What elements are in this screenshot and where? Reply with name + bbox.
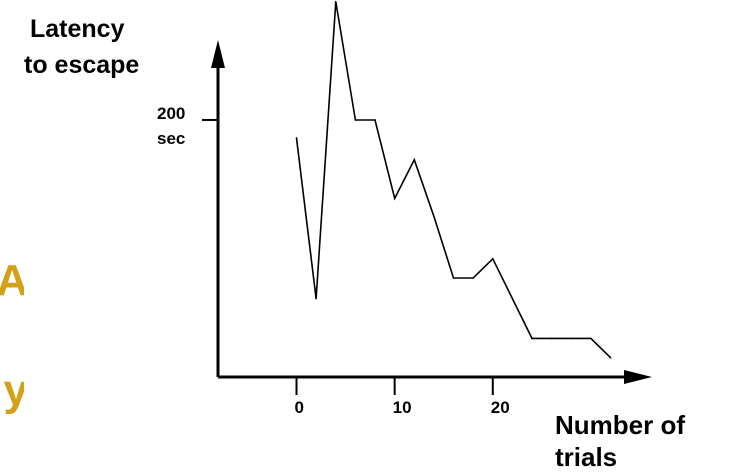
data-point (511, 297, 514, 300)
data-point (374, 119, 376, 121)
data-point (590, 337, 592, 340)
data-point (334, 0, 337, 3)
x-tick-label: 10 (393, 398, 412, 417)
data-point (491, 257, 494, 260)
data-point (413, 159, 416, 161)
data-point (609, 356, 612, 359)
y-axis-arrowhead (211, 40, 225, 68)
side-fragment-1-text: A (0, 256, 24, 305)
x-ticks: 0 10 20 (295, 377, 510, 417)
data-point (393, 197, 396, 200)
data-point (433, 215, 435, 218)
side-fragment-1[interactable]: A (0, 252, 24, 310)
y-tick-label: 200 (157, 104, 185, 123)
y-tick-label: sec (157, 129, 185, 148)
series-layer (295, 0, 612, 359)
x-tick-label: 0 (295, 398, 304, 417)
side-fragment-2[interactable]: y (0, 362, 24, 420)
data-point (531, 337, 533, 340)
y-ticks: 200 sec (157, 104, 218, 148)
data-point (472, 277, 474, 279)
data-point (295, 137, 298, 139)
series-line (295, 1, 612, 359)
data-point (315, 297, 317, 300)
data-point (452, 277, 455, 279)
x-axis-arrowhead (624, 370, 652, 384)
side-fragment-2-text: y (3, 366, 24, 415)
y-axis-label-line-1: Latency (30, 15, 125, 43)
x-axis-label-line-2: trials (555, 442, 617, 472)
data-point (570, 337, 573, 340)
y-axis-label-line-2: to escape (24, 51, 139, 79)
x-tick-label: 20 (491, 398, 510, 417)
data-point (550, 337, 553, 340)
x-axis-label-line-1: Number of (555, 410, 685, 440)
data-point (354, 119, 357, 121)
